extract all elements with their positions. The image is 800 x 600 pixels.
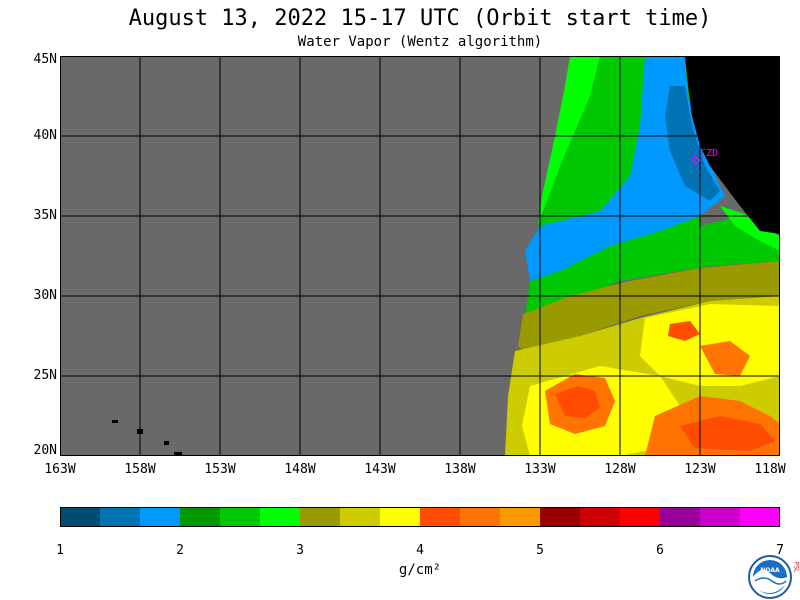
colorbar-swatch bbox=[180, 507, 221, 527]
colorbar-tick-1: 1 bbox=[56, 543, 64, 558]
swath-orange-blob-core bbox=[555, 386, 600, 418]
colorbar-units: g/cm² bbox=[398, 562, 442, 578]
swath-data bbox=[505, 56, 780, 456]
swath-bright-green-edge bbox=[538, 56, 600, 226]
swath-olive-band bbox=[518, 261, 780, 356]
lat-label-35n: 35N bbox=[33, 208, 57, 223]
swath-red-orange-patch bbox=[680, 416, 775, 451]
map-grid bbox=[60, 56, 780, 456]
swath-green-middle bbox=[525, 216, 780, 316]
colorbar-tick-6: 6 bbox=[656, 543, 664, 558]
lon-label-143w: 143W bbox=[364, 462, 396, 477]
lon-label-158w: 158W bbox=[124, 462, 156, 477]
colorbar-swatch bbox=[620, 507, 661, 527]
colorbar-swatch bbox=[100, 507, 141, 527]
colorbar-tick-5: 5 bbox=[536, 543, 544, 558]
station-label: CZD bbox=[700, 148, 718, 159]
swath-orange-east bbox=[700, 341, 750, 376]
noaa-logo-text: NOAA bbox=[760, 567, 780, 574]
water-vapor-map: CZD bbox=[60, 56, 780, 456]
lon-label-148w: 148W bbox=[284, 462, 316, 477]
land-california bbox=[685, 56, 780, 234]
lat-label-20n: 20N bbox=[33, 443, 57, 458]
noaa-logo: NOAA PSL bbox=[748, 555, 800, 599]
colorbar-swatch bbox=[740, 507, 780, 527]
page-subtitle: Water Vapor (Wentz algorithm) bbox=[297, 34, 543, 50]
colorbar-tick-2: 2 bbox=[176, 543, 184, 558]
lat-label-45n: 45N bbox=[33, 52, 57, 67]
map-border bbox=[60, 56, 780, 456]
colorbar-tick-7: 7 bbox=[776, 543, 784, 558]
colorbar-tick-4: 4 bbox=[416, 543, 424, 558]
lon-label-163w: 163W bbox=[44, 462, 76, 477]
colorbar-swatch bbox=[660, 507, 701, 527]
colorbar-swatch bbox=[60, 507, 101, 527]
colorbar-swatch bbox=[700, 507, 741, 527]
colorbar-swatch bbox=[580, 507, 621, 527]
colorbar-tick-3: 3 bbox=[296, 543, 304, 558]
psl-side-text: PSL bbox=[793, 562, 800, 573]
colorbar-swatch bbox=[500, 507, 541, 527]
page-title: August 13, 2022 15-17 UTC (Orbit start t… bbox=[128, 6, 712, 31]
lon-label-128w: 128W bbox=[604, 462, 636, 477]
lat-label-40n: 40N bbox=[33, 128, 57, 143]
colorbar-border bbox=[60, 507, 780, 527]
lon-label-123w: 123W bbox=[684, 462, 716, 477]
lon-label-118w: 118W bbox=[754, 462, 786, 477]
lon-label-133w: 133W bbox=[524, 462, 556, 477]
colorbar-swatch bbox=[140, 507, 181, 527]
swath-dark-blue-coast bbox=[665, 86, 720, 201]
lon-label-153w: 153W bbox=[204, 462, 236, 477]
colorbar-swatch bbox=[260, 507, 301, 527]
lat-label-25n: 25N bbox=[33, 368, 57, 383]
colorbar-swatch bbox=[340, 507, 381, 527]
swath-orange-east-small bbox=[668, 321, 700, 341]
colorbar bbox=[60, 507, 780, 527]
colorbar-swatch bbox=[540, 507, 581, 527]
swath-light-green-strip bbox=[720, 206, 780, 251]
colorbar-swatch bbox=[300, 507, 341, 527]
colorbar-swatch bbox=[460, 507, 501, 527]
colorbar-swatch bbox=[220, 507, 261, 527]
colorbar-swatch bbox=[420, 507, 461, 527]
station-marker bbox=[691, 155, 701, 165]
lat-label-30n: 30N bbox=[33, 288, 57, 303]
colorbar-swatch bbox=[380, 507, 421, 527]
lon-label-138w: 138W bbox=[444, 462, 476, 477]
